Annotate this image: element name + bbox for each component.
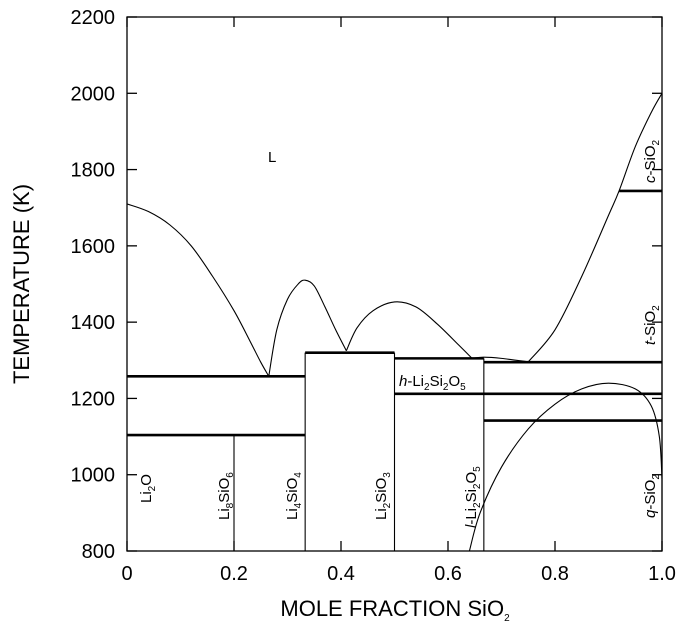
liquidus-curve: [527, 93, 663, 363]
isotherms: [127, 189, 662, 437]
x-axis-title: MOLE FRACTION SiO2: [280, 596, 510, 624]
compound-lines: [233, 93, 663, 551]
liquidus-curve: [345, 301, 473, 359]
y-tick-label: 2000: [71, 83, 116, 105]
liquidus-curve: [126, 203, 270, 377]
axis-ticks: [126, 16, 663, 552]
h-li2si2o5-label: h-Li2Si2O5: [399, 373, 466, 393]
y-tick-label: 1200: [71, 388, 116, 410]
li8sio6-label: Li8SiO6: [216, 472, 236, 520]
x-tick-label: 0.2: [220, 563, 248, 585]
y-tick-label: 1800: [71, 160, 116, 182]
l-li2si2o5-label: l-Li2Si2O5: [463, 466, 483, 528]
x-tick-label: 0.6: [434, 563, 462, 585]
y-tick-label: 1000: [71, 465, 116, 487]
axis-tick-labels: 0 0.2 0.4 0.6 0.8 1.0 800 1000 1200 1400 1600 1800 2…: [71, 7, 676, 585]
phase-boundaries: [126, 93, 663, 552]
y-tick-label: 1400: [71, 312, 116, 334]
t-sio2-label: t-SiO2: [642, 305, 662, 345]
li2o-label: Li2O: [138, 474, 158, 503]
li2sio3-label: Li2SiO3: [373, 472, 393, 520]
y-tick-label: 800: [82, 541, 115, 563]
x-tick-label: 0.4: [327, 563, 355, 585]
c-sio2-label: c-SiO2: [642, 140, 662, 184]
liquid-label: L: [268, 149, 276, 166]
y-axis-title: TEMPERATURE (K): [9, 184, 34, 384]
x-tick-label: 0.8: [541, 563, 569, 585]
x-tick-label: 0: [121, 563, 132, 585]
y-tick-label: 2200: [71, 7, 116, 29]
miscibility-gap-curve: [468, 382, 663, 552]
liquidus-curve: [268, 279, 347, 377]
q-sio2-label: q-SiO2: [642, 474, 662, 518]
y-tick-label: 1600: [71, 236, 116, 258]
x-tick-label: 1.0: [648, 563, 676, 585]
li4sio4-label: Li4SiO4: [284, 472, 304, 520]
